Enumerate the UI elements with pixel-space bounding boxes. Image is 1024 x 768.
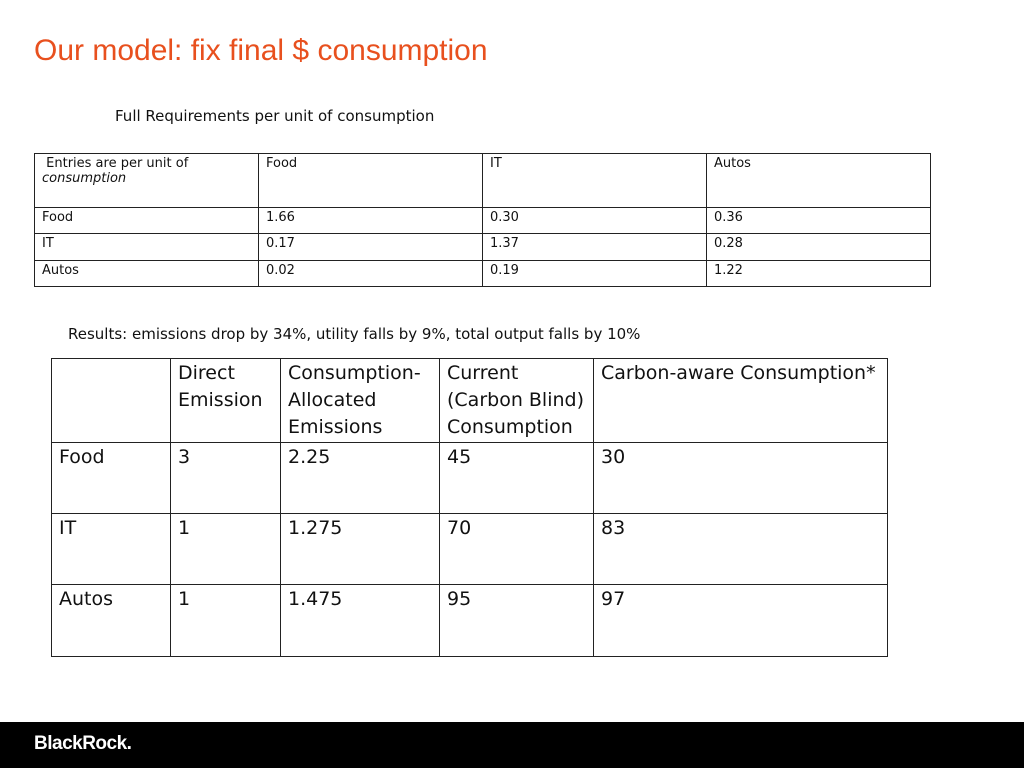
column-header: Autos: [706, 153, 931, 208]
corner-cell: [51, 358, 171, 443]
column-header: Current (Carbon Blind) Consumption: [439, 358, 594, 443]
table-cell: 1: [170, 584, 281, 657]
row-header: Food: [34, 207, 259, 234]
table-cell: 30: [593, 442, 888, 514]
table-caption: Full Requirements per unit of consumptio…: [115, 107, 435, 125]
table-cell: 0.19: [482, 260, 707, 287]
table-cell: 83: [593, 513, 888, 585]
column-header: Direct Emission: [170, 358, 281, 443]
table-cell: 1.22: [706, 260, 931, 287]
row-header: IT: [34, 233, 259, 261]
column-header: Consumption-Allocated Emissions: [280, 358, 440, 443]
table-cell: 0.30: [482, 207, 707, 234]
table-cell: 1.37: [482, 233, 707, 261]
table-cell: 0.17: [258, 233, 483, 261]
table-cell: 0.36: [706, 207, 931, 234]
row-header: Food: [51, 442, 171, 514]
row-header: Autos: [51, 584, 171, 657]
table-cell: 1.475: [280, 584, 440, 657]
header-row: Entries are per unit of consumption Food I…: [34, 153, 931, 208]
table-row: IT 1 1.275 70 83: [51, 513, 888, 585]
table-row: Autos 1 1.475 95 97: [51, 584, 888, 657]
column-header: IT: [482, 153, 707, 208]
results-caption: Results: emissions drop by 34%, utility …: [68, 325, 641, 343]
requirements-table: Entries are per unit of consumption Food I…: [34, 153, 931, 287]
table-row: Food 3 2.25 45 30: [51, 442, 888, 514]
row-header: IT: [51, 513, 171, 585]
table-cell: 1.66: [258, 207, 483, 234]
table-cell: 1: [170, 513, 281, 585]
column-header: Carbon-aware Consumption*: [593, 358, 888, 443]
table-row: Autos 0.02 0.19 1.22: [34, 260, 931, 287]
corner-emphasis: consumption: [42, 171, 127, 186]
corner-text: Entries are per unit of: [46, 156, 189, 171]
footer-bar: BlackRock.: [0, 722, 1024, 768]
results-table: Direct Emission Consumption-Allocated Emi…: [51, 358, 888, 657]
table-cell: 97: [593, 584, 888, 657]
table-row: Food 1.66 0.30 0.36: [34, 207, 931, 234]
column-header: Food: [258, 153, 483, 208]
table-cell: 70: [439, 513, 594, 585]
table-row: IT 0.17 1.37 0.28: [34, 233, 931, 261]
corner-cell: Entries are per unit of consumption: [34, 153, 259, 208]
table-cell: 45: [439, 442, 594, 514]
slide-title: Our model: fix final $ consumption: [34, 34, 488, 67]
table-cell: 0.28: [706, 233, 931, 261]
table-cell: 2.25: [280, 442, 440, 514]
table-cell: 95: [439, 584, 594, 657]
logo: BlackRock.: [34, 733, 132, 754]
table-cell: 3: [170, 442, 281, 514]
table-cell: 1.275: [280, 513, 440, 585]
row-header: Autos: [34, 260, 259, 287]
table-cell: 0.02: [258, 260, 483, 287]
header-row: Direct Emission Consumption-Allocated Emi…: [51, 358, 888, 443]
